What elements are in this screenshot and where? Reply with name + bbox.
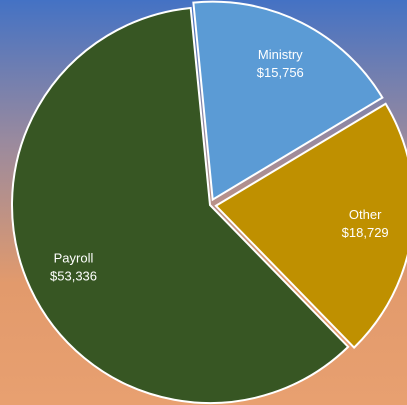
slice-label: Ministry $15,756 bbox=[257, 48, 304, 81]
slice-value: $18,729 bbox=[342, 226, 389, 241]
slice-value: $53,336 bbox=[50, 269, 97, 284]
slice-category: Ministry bbox=[258, 48, 303, 63]
pie-slice bbox=[214, 102, 407, 350]
slice-label: Other $18,729 bbox=[342, 208, 389, 241]
slice-value: $15,756 bbox=[257, 66, 304, 81]
slice-label: Payroll $53,336 bbox=[50, 251, 97, 284]
pie-slice bbox=[11, 6, 350, 404]
slice-category: Other bbox=[349, 208, 382, 223]
slice-category: Payroll bbox=[54, 251, 94, 266]
pie-slice bbox=[192, 0, 384, 202]
